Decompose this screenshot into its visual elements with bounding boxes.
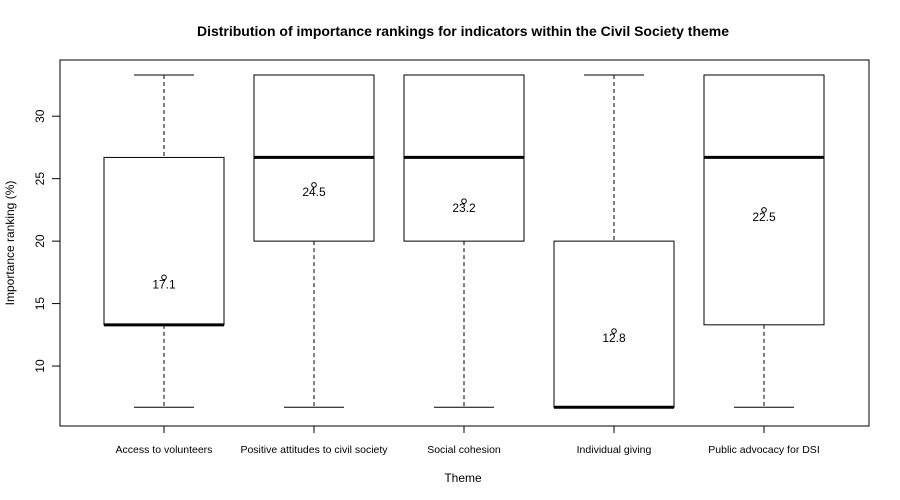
box-group: 23.2 (403, 74, 525, 408)
mean-label: 12.8 (602, 331, 626, 345)
x-axis: Access to volunteers Positive attitudes t… (116, 425, 820, 456)
y-tick-label: 15 (33, 297, 47, 311)
box-iqr (703, 74, 825, 326)
y-tick-label: 25 (33, 172, 47, 186)
x-tick-label: Individual giving (577, 444, 652, 456)
mean-label: 24.5 (302, 185, 326, 199)
y-tick-label: 20 (33, 234, 47, 248)
x-tick-label: Positive attitudes to civil society (240, 444, 388, 456)
x-tick-label: Access to volunteers (116, 444, 213, 456)
box-group: 12.8 (553, 74, 675, 409)
x-tick-label: Public advocacy for DSI (708, 444, 819, 456)
box-iqr (553, 240, 675, 408)
boxes: 17.1 24.5 23.2 12.8 22.5 (103, 74, 825, 409)
y-tick-label: 30 (33, 109, 47, 123)
mean-point (461, 198, 467, 204)
mean-label: 17.1 (152, 277, 176, 291)
chart-title: Distribution of importance rankings for … (197, 23, 729, 39)
mean-point (311, 182, 317, 188)
box-group: 22.5 (703, 74, 825, 408)
box-group: 17.1 (103, 74, 225, 408)
mean-point (161, 274, 167, 281)
mean-point (611, 328, 617, 334)
y-axis: 10 15 20 25 30 (33, 109, 61, 373)
mean-label: 23.2 (452, 201, 476, 215)
mean-point (761, 207, 767, 213)
mean-label: 22.5 (752, 210, 776, 224)
box-iqr (103, 156, 225, 326)
x-tick-label: Social cohesion (427, 444, 501, 456)
box-group: 24.5 (253, 74, 375, 408)
y-axis-label: Importance ranking (%) (3, 181, 17, 306)
y-tick-label: 10 (33, 359, 47, 373)
x-axis-label: Theme (444, 471, 482, 485)
